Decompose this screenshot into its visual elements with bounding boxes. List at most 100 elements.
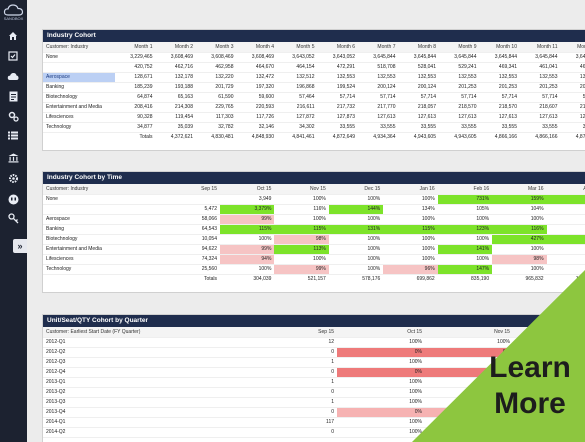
table-row[interactable]: Banking 185,239 193,188 201,729 197,320 196,8… (43, 82, 585, 93)
table-row[interactable]: Biotechnology 10,054 100% 98% 100% 100% 100% 42… (43, 234, 585, 245)
totals-spacer (43, 274, 179, 284)
table-row[interactable]: Entertainment and Media 208,416 214,308 229… (43, 102, 585, 113)
column-header[interactable]: Mar 16 (492, 184, 547, 195)
table-cell: 100% (220, 234, 275, 245)
column-header[interactable]: Oct 15 (337, 327, 425, 338)
row-label: None (43, 52, 115, 63)
column-header[interactable]: Month 6 (317, 42, 358, 53)
table-cell: 132,472 (236, 72, 277, 83)
home-icon[interactable] (6, 30, 20, 42)
table-cell: 132,553 (398, 72, 439, 83)
column-header[interactable]: Month 7 (358, 42, 399, 53)
column-header[interactable]: Oct 15 (220, 184, 275, 195)
column-header[interactable]: Dec 15 (328, 184, 384, 195)
table-cell: 100% (437, 254, 493, 265)
cloud-logo-icon[interactable] (3, 3, 24, 23)
table-cell: 100% (328, 254, 384, 265)
table-row[interactable]: Biotechnology 64,874 65,163 61,590 59,600 57,… (43, 92, 585, 103)
table-cell: 0 (249, 407, 338, 418)
totals-label: Totals (203, 276, 217, 283)
table-cell: 0% (337, 367, 425, 378)
row-label: None (43, 194, 179, 205)
row-label: 2012-Q4 (43, 367, 250, 378)
table-cell: 462,958 (196, 62, 237, 73)
table-row[interactable]: Entertainment and Media 94,622 99% 113% 100%… (43, 244, 585, 255)
table-cell: 132,553 (479, 72, 520, 83)
table-cell: 57,714 (439, 92, 480, 103)
column-header[interactable]: Sep 15 (179, 184, 220, 195)
total-cell: 4,830,481 (211, 134, 234, 141)
table-cell: 144% (328, 204, 384, 215)
row-label: Banking (43, 82, 115, 93)
column-header[interactable]: Month 1 (115, 42, 156, 53)
table-cell: 100% (383, 214, 438, 225)
table-cell: 100% (274, 194, 329, 205)
table-row[interactable]: Technology 34,877 35,039 32,782 32,146 34,302… (43, 122, 585, 133)
table-row[interactable]: Aerospace 128,671 132,178 132,220 132,472 132… (43, 72, 585, 83)
expand-sidebar-button[interactable]: » (13, 239, 27, 253)
total-cell: 4,848,930 (251, 134, 274, 141)
table-cell: 217,732 (317, 102, 358, 113)
table-cell: 3,608,469 (236, 52, 277, 63)
column-header[interactable]: Month 9 (439, 42, 480, 53)
table-cell: 218,607 (560, 102, 585, 113)
column-header[interactable]: Sep 15 (249, 327, 338, 338)
gear-icon[interactable] (6, 172, 20, 184)
column-header[interactable]: Apr 16 (546, 184, 585, 195)
learn-more-label[interactable]: Learn More (480, 350, 580, 422)
table-row[interactable]: Lifesciences 90,328 119,454 117,303 117,726 1… (43, 112, 585, 123)
table-cell: 100% (425, 337, 513, 348)
table-cell: 123% (437, 224, 493, 235)
column-header[interactable]: Nov 15 (274, 184, 329, 195)
column-header[interactable]: Month 10 (479, 42, 520, 53)
table-cell: 61,590 (196, 92, 237, 103)
table-cell: 214,308 (155, 102, 196, 113)
document-icon[interactable] (6, 90, 20, 102)
table-row[interactable]: Technology25,560100%99%100%96%147%100%10… (43, 264, 585, 275)
total-cell: 4,866,166 (535, 134, 558, 141)
column-header[interactable]: Month 4 (236, 42, 277, 53)
table-cell: 201,253 (520, 82, 561, 93)
column-header[interactable]: Nov 15 (425, 327, 513, 338)
bank-icon[interactable] (6, 152, 20, 164)
cloud-icon[interactable] (6, 70, 20, 82)
table-row[interactable]: None 3,229,465 3,608,469 3,608,469 3,608,469… (43, 52, 585, 63)
row-label: 2013-Q1 (43, 377, 250, 388)
bot-icon[interactable] (6, 193, 20, 205)
table-cell: 100% (383, 244, 438, 255)
column-header[interactable]: Customer: Industry (43, 42, 115, 53)
table-row[interactable]: Banking64,543115%115%131%115%123%116%100… (43, 224, 585, 235)
row-label: Lifesciences (43, 112, 115, 123)
table-row[interactable]: Lifesciences 74,324 94% 100% 100% 100% 100% 98%… (43, 254, 585, 265)
column-header[interactable]: Feb 16 (437, 184, 493, 195)
column-header[interactable]: Customer: Industry (43, 184, 179, 195)
row-label: Technology (43, 122, 115, 133)
table-cell: 58,066 (179, 214, 220, 225)
column-header[interactable]: Month 2 (155, 42, 196, 53)
column-header[interactable]: Jan 16 (383, 184, 438, 195)
key-icon[interactable] (6, 212, 20, 224)
table-cell: 134% (383, 204, 438, 215)
checklist-icon[interactable] (6, 50, 20, 62)
column-header[interactable]: Month 3 (196, 42, 237, 53)
column-header[interactable]: Customer: Earliest Start Date (FY Quarte… (43, 327, 250, 338)
table-cell: 65,163 (155, 92, 196, 103)
list-icon[interactable] (6, 129, 20, 141)
column-header[interactable]: Month 11 (520, 42, 561, 53)
industry-cohort-panel: Industry Cohort Customer: Industry Month … (42, 29, 585, 151)
table-cell: 218,570 (479, 102, 520, 113)
table-row[interactable]: 420,752 462,716 462,958 464,670 464,154 472,2… (43, 62, 585, 73)
table-cell: 33,555 (439, 122, 480, 133)
total-cell: 4,943,605 (413, 134, 436, 141)
row-label: Technology (43, 264, 179, 275)
column-header[interactable]: Month 8 (398, 42, 439, 53)
column-header[interactable]: Month 12 (560, 42, 585, 53)
table-cell: 90,328 (115, 112, 156, 123)
table-row[interactable]: Aerospace58,06699%100%100%100%100%100%10… (43, 214, 585, 225)
column-header[interactable]: Month 5 (277, 42, 318, 53)
settings-icon[interactable] (6, 110, 20, 122)
table-cell: 127,613 (479, 112, 520, 123)
